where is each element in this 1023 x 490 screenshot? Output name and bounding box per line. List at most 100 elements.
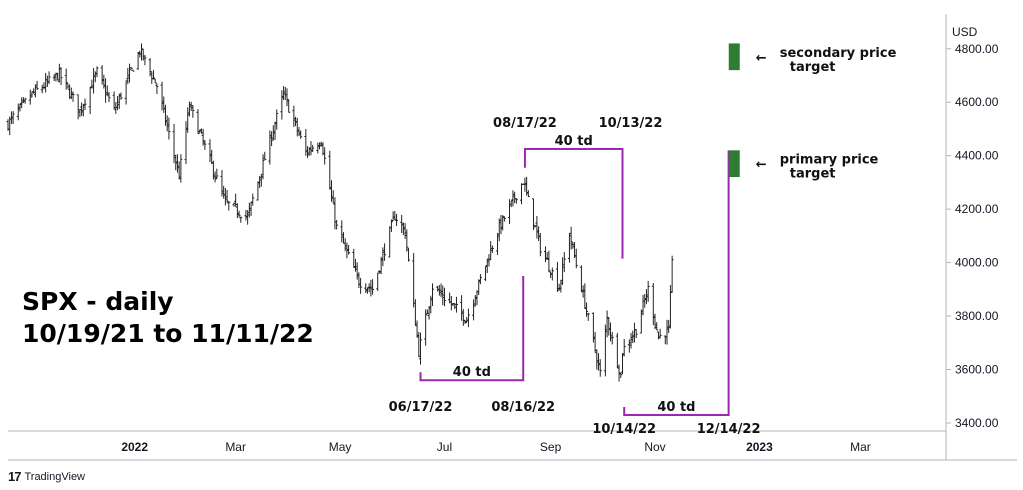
time-tick-label: Sep — [540, 440, 562, 454]
ohlc-bar — [622, 338, 626, 357]
ohlc-bar — [16, 103, 20, 121]
ohlc-bar — [391, 211, 395, 222]
cycle-count-label: 40 td — [657, 400, 695, 415]
ohlc-bar — [136, 51, 140, 70]
ohlc-bar — [454, 296, 458, 313]
ohlc-bar — [490, 245, 494, 254]
ohlc-bar — [117, 93, 121, 109]
ohlc-bar — [343, 238, 347, 252]
price-tick-label: 3600.00 — [955, 363, 999, 377]
time-tick-label: Nov — [644, 440, 665, 454]
ohlc-bar — [579, 265, 583, 293]
ohlc-bar — [383, 243, 387, 261]
ohlc-bar — [23, 97, 27, 104]
cycle-bracket-line — [523, 147, 624, 259]
ohlc-bar — [155, 83, 159, 94]
ohlc-bar — [116, 96, 120, 111]
ohlc-bar — [83, 98, 87, 111]
ohlc-bar — [333, 197, 337, 230]
ohlc-bar — [112, 91, 116, 110]
ohlc-bar — [235, 203, 239, 219]
ohlc-bar — [11, 111, 15, 124]
ohlc-bar — [227, 201, 231, 211]
tradingview-logo[interactable]: 17 TradingView — [8, 469, 85, 484]
ohlc-bar — [439, 283, 443, 298]
ohlc-bar — [571, 242, 575, 249]
ohlc-bar — [88, 86, 92, 115]
ohlc-bar — [442, 287, 446, 307]
ohlc-bar — [651, 283, 655, 326]
ohlc-bar — [520, 183, 524, 205]
cycle-brackets: 40 td 06/17/22 08/16/22 40 td 08/17/22 10/13/… — [389, 116, 761, 437]
ohlc-bar — [501, 215, 505, 231]
ohlc-bar — [263, 151, 267, 161]
ohlc-bar — [655, 322, 659, 331]
ohlc-bar — [270, 131, 274, 147]
ohlc-bar — [569, 226, 573, 250]
price-target-box — [728, 150, 740, 178]
ohlc-bar — [208, 139, 212, 163]
ohlc-bar — [179, 154, 183, 183]
time-tick-label: 2022 — [121, 440, 148, 454]
cycle-bracket: 40 td 06/17/22 08/16/22 — [389, 275, 555, 415]
ohlc-bar — [232, 202, 236, 207]
ohlc-bar — [643, 293, 647, 308]
ohlc-bar — [429, 295, 433, 314]
ohlc-bar — [323, 147, 327, 165]
arrow-left-icon: ← — [756, 158, 767, 173]
ohlc-bar — [153, 78, 157, 84]
ohlc-bar — [299, 130, 303, 139]
ohlc-bar — [615, 332, 619, 369]
ohlc-bar — [126, 67, 130, 85]
ohlc-bar — [184, 121, 188, 165]
ohlc-bar — [148, 58, 152, 77]
ohlc-bar — [33, 84, 37, 98]
cycle-end-date: 08/16/22 — [491, 400, 555, 415]
ohlc-bar — [670, 255, 674, 293]
ohlc-bar — [47, 71, 51, 85]
ohlc-bar — [644, 289, 648, 305]
ohlc-bar — [634, 329, 638, 339]
time-tick-label: 2023 — [746, 440, 773, 454]
ohlc-bar — [607, 317, 611, 336]
ohlc-bar — [641, 295, 645, 316]
time-axis-ticks: 2022 Mar May Jul Sep Nov 2023 Mar — [121, 440, 870, 454]
price-tick-label: 3400.00 — [955, 416, 999, 430]
ohlc-bar — [187, 101, 191, 117]
ohlc-bar — [203, 140, 207, 150]
ohlc-bar — [167, 117, 171, 140]
chart-title-range: 10/19/21 to 11/11/22 — [22, 319, 314, 348]
ohlc-bar — [407, 247, 411, 262]
ohlc-bar — [574, 248, 578, 269]
ohlc-bar — [665, 319, 669, 345]
ohlc-bar — [275, 109, 279, 130]
cycle-bracket: 40 td 08/17/22 10/13/22 — [493, 116, 662, 259]
ohlc-bar — [92, 67, 96, 94]
ohlc-bar — [365, 287, 369, 294]
ohlc-bar — [268, 130, 272, 165]
ohlc-bar — [537, 226, 541, 241]
ohlc-bar — [76, 94, 80, 120]
ohlc-bar — [656, 331, 660, 340]
ohlc-bar — [244, 209, 248, 221]
tradingview-mark-icon: 17 — [8, 469, 22, 484]
ohlc-bar — [627, 339, 631, 353]
ohlc-bar — [567, 233, 571, 263]
ohlc-bar — [389, 219, 393, 232]
cycle-end-date: 10/13/22 — [599, 116, 663, 131]
ohlc-bar — [487, 254, 491, 267]
ohlc-bar — [585, 302, 589, 317]
cycle-end-date: 12/14/22 — [697, 422, 761, 437]
ohlc-bar — [355, 262, 359, 280]
ohlc-bar — [559, 279, 563, 293]
ohlc-bar — [497, 218, 501, 242]
price-tick-label: 4600.00 — [955, 95, 999, 109]
currency-label: USD — [952, 25, 978, 39]
ohlc-bar — [395, 214, 399, 226]
ohlc-bar — [151, 70, 155, 80]
ohlc-bar — [18, 103, 22, 112]
ohlc-bar — [603, 324, 607, 377]
ohlc-bar — [294, 116, 298, 127]
cycle-count-label: 40 td — [453, 365, 491, 380]
